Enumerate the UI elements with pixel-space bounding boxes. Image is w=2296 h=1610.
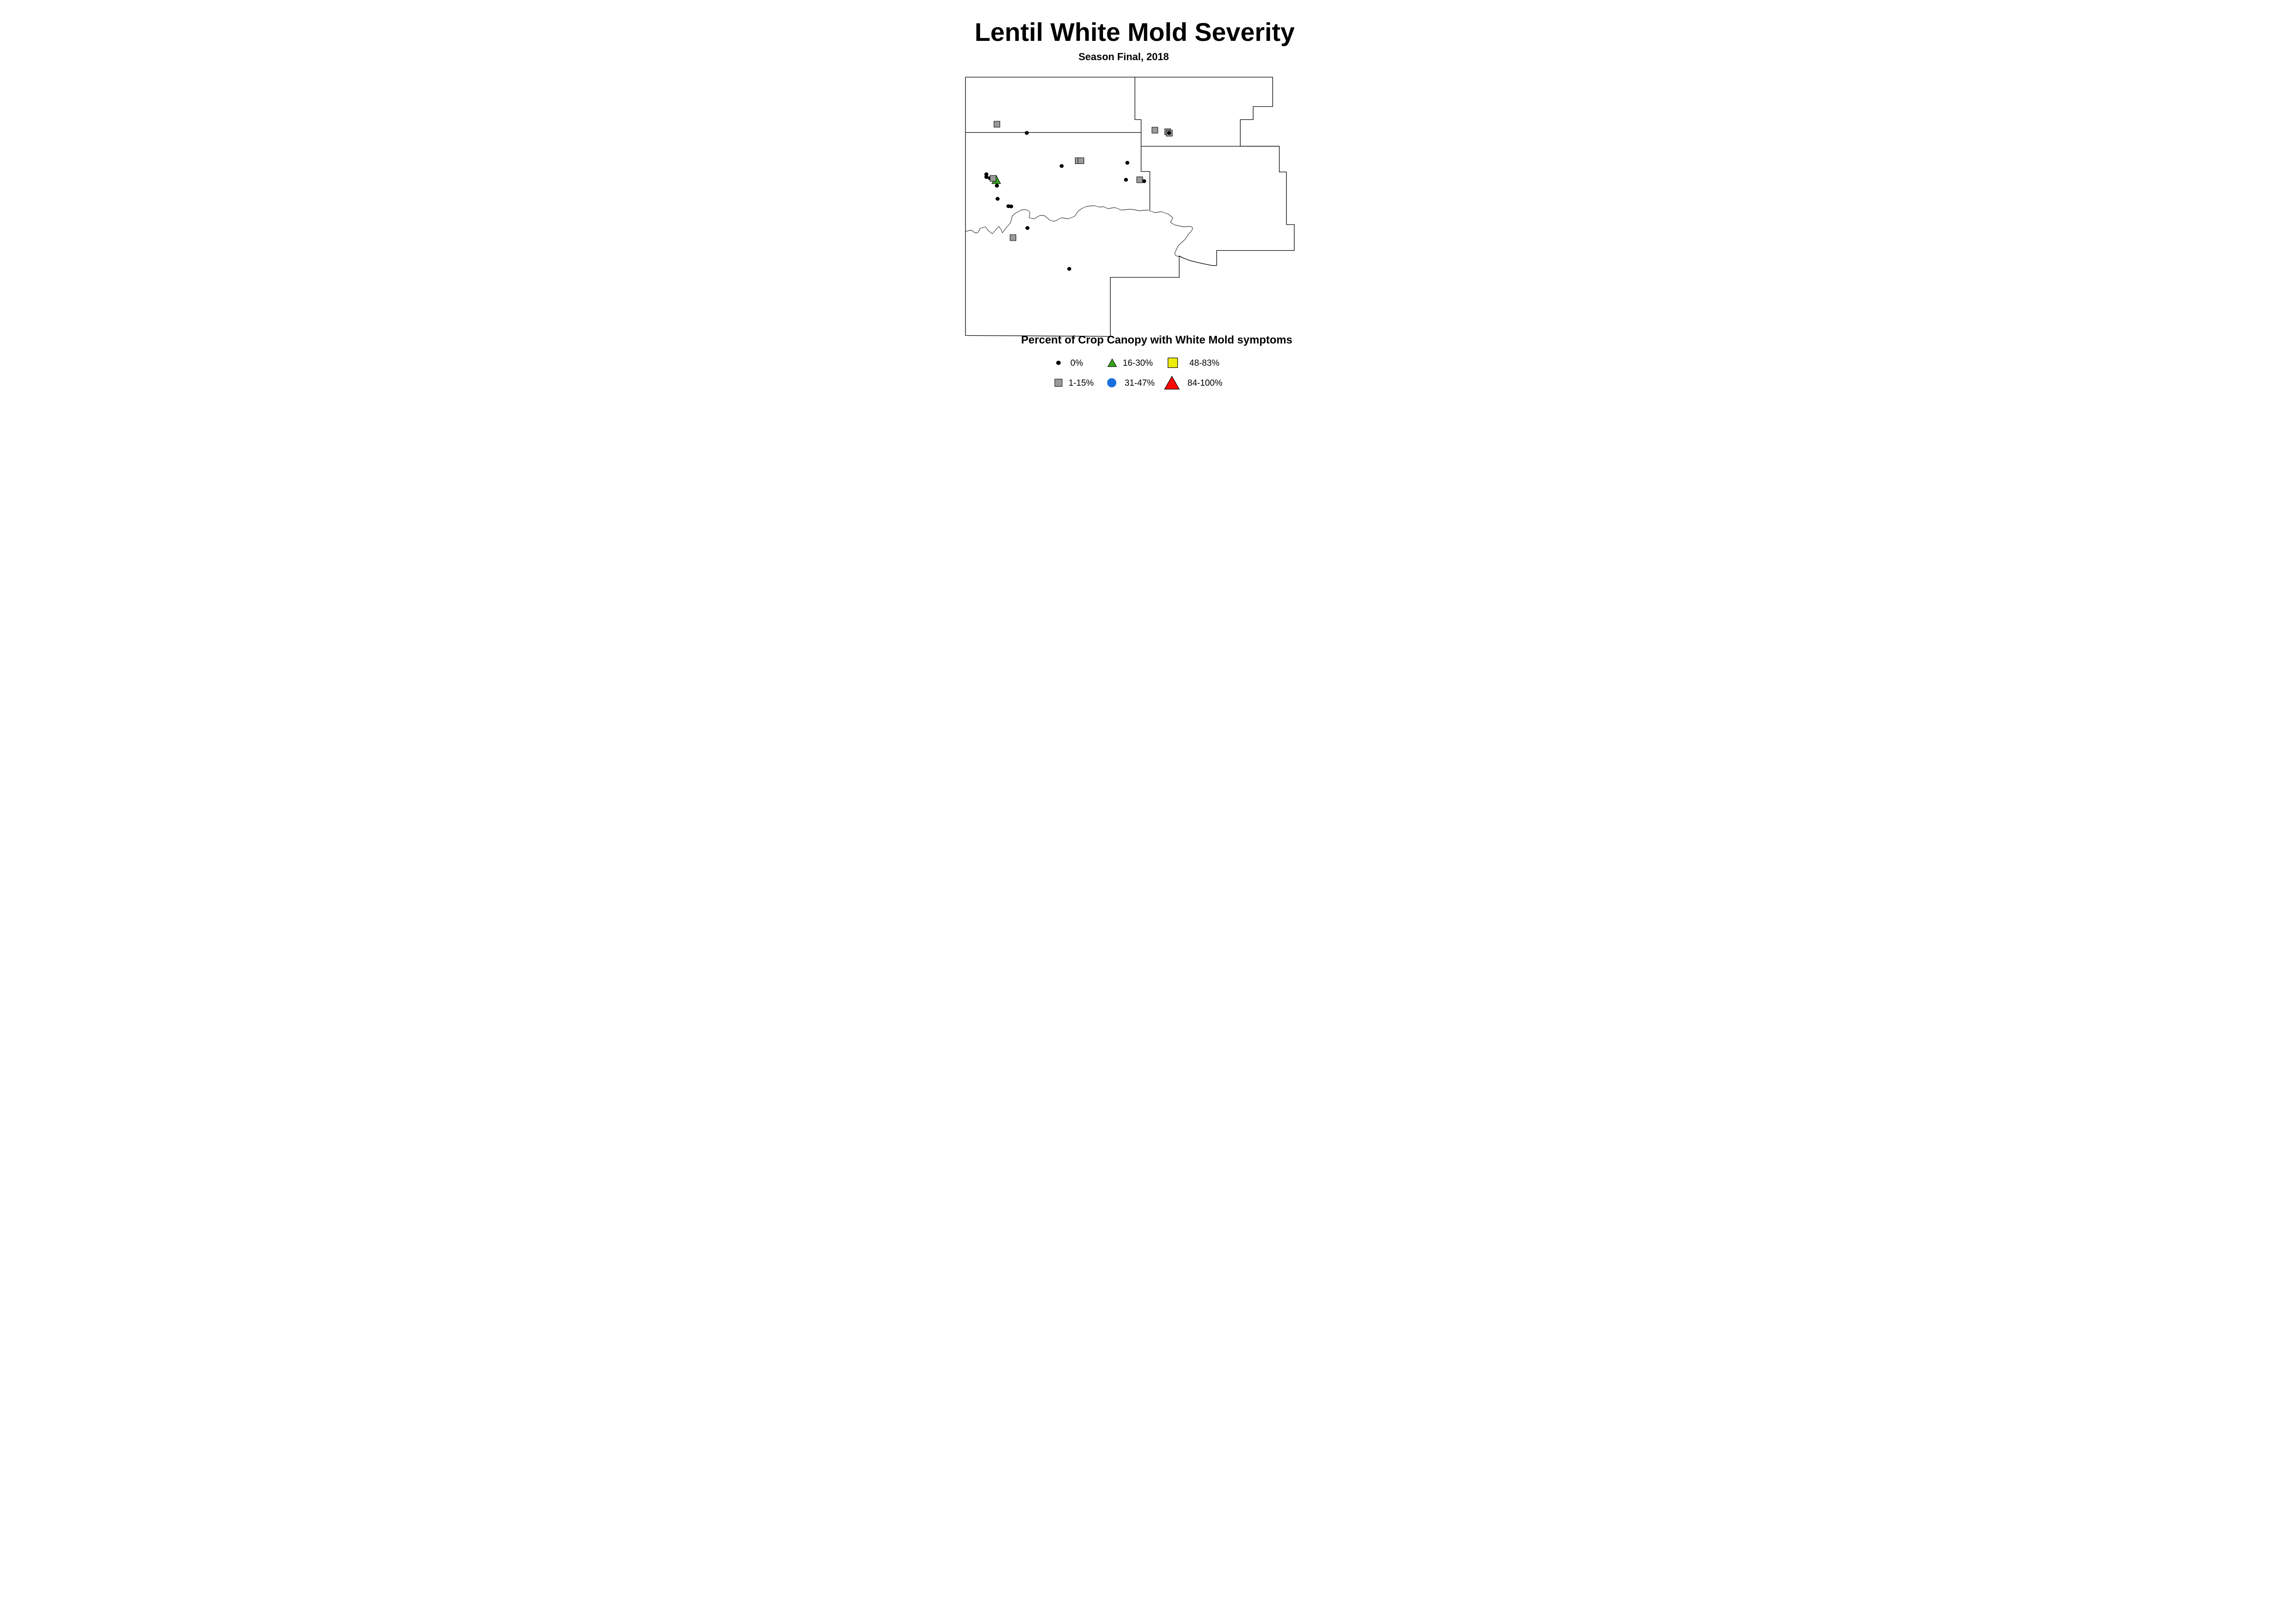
black-dot-marker-legend	[1056, 360, 1061, 365]
black-dot-marker	[995, 184, 999, 188]
map-svg: 0% 16-30% 48-83% 1-15% 31-47% 84-100%	[965, 77, 1295, 390]
green-triangle-marker-legend	[1107, 358, 1117, 367]
black-dot-marker	[1167, 131, 1171, 135]
legend-label: 1-15%	[1069, 378, 1094, 388]
black-dot-marker	[1009, 204, 1013, 208]
county-line-north-vertical	[1134, 77, 1150, 210]
county-outline-outer	[965, 77, 1295, 337]
gray-square-marker	[990, 175, 996, 182]
legend-label: 84-100%	[1187, 378, 1222, 388]
blue-circle-marker-legend	[1107, 378, 1116, 388]
legend-label: 16-30%	[1123, 359, 1153, 368]
legend-label: 0%	[1070, 359, 1083, 368]
river-group	[965, 205, 1217, 266]
gray-square-marker	[1010, 234, 1016, 241]
legend-title: Percent of Crop Canopy with White Mold s…	[1021, 334, 1293, 346]
black-dot-marker	[1025, 226, 1030, 230]
black-dot-marker	[984, 175, 989, 179]
legend: 0% 16-30% 48-83% 1-15% 31-47% 84-100%	[1054, 357, 1222, 390]
river	[965, 205, 1217, 266]
gray-square-marker	[1137, 176, 1143, 183]
gray-square-marker	[1152, 127, 1158, 134]
page-title: Lentil White Mold Severity	[974, 17, 1295, 46]
black-dot-marker	[984, 172, 989, 176]
black-dot-marker	[1024, 131, 1029, 135]
gray-square-marker-legend	[1054, 379, 1063, 387]
county-boundaries	[965, 77, 1295, 337]
page-canvas: Lentil White Mold Severity Season Final,…	[766, 0, 1530, 403]
black-dot-marker	[1125, 161, 1130, 165]
black-dot-marker	[1067, 267, 1071, 271]
black-dot-marker	[1124, 178, 1128, 182]
red-triangle-marker-legend	[1164, 376, 1180, 390]
page-subtitle: Season Final, 2018	[1078, 51, 1169, 62]
legend-label: 48-83%	[1189, 359, 1220, 368]
gray-square-marker	[1078, 158, 1084, 164]
yellow-square-marker-legend	[1167, 357, 1178, 368]
legend-label: 31-47%	[1125, 378, 1155, 388]
black-dot-marker	[1142, 179, 1146, 183]
map-markers	[984, 121, 1173, 271]
black-dot-marker	[1059, 164, 1064, 168]
black-dot-marker	[996, 197, 1000, 201]
gray-square-marker	[994, 121, 1000, 128]
